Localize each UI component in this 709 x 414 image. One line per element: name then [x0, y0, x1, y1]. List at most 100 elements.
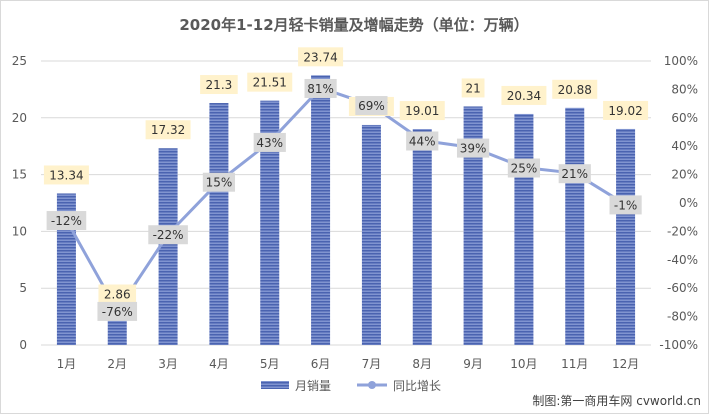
left-tick-label: 20	[12, 111, 27, 125]
right-tick-label: -20%	[667, 224, 698, 238]
bar-value-label: 19.01	[405, 104, 439, 118]
bar	[311, 75, 331, 345]
bar-value-label: 19.02	[608, 104, 642, 118]
right-tick-label: 40%	[671, 139, 698, 153]
line-value-label: 21%	[561, 167, 588, 181]
right-tick-label: 0%	[679, 196, 698, 210]
x-tick-label: 6月	[311, 357, 331, 371]
line-value-label: 69%	[358, 99, 385, 113]
bar-value-label: 21	[465, 81, 480, 95]
bar-value-label: 13.34	[49, 168, 83, 182]
right-tick-label: -40%	[667, 253, 698, 267]
line-value-label: -12%	[51, 214, 82, 228]
bar-value-labels: 13.342.8617.3221.321.5123.7419.3719.0121…	[43, 47, 649, 304]
legend-line-marker	[368, 381, 376, 389]
x-tick-label: 4月	[209, 357, 229, 371]
x-tick-label: 12月	[612, 357, 639, 371]
left-tick-label: 0	[19, 338, 27, 352]
line-label-box	[97, 301, 138, 321]
line-label-box	[558, 164, 591, 184]
line-value-label: 43%	[256, 136, 283, 150]
bar-label-box	[399, 101, 445, 121]
right-tick-label: -80%	[667, 310, 698, 324]
legend-bar-swatch	[261, 381, 289, 389]
bar-label-box	[501, 85, 547, 105]
line-series	[62, 83, 630, 315]
line-label-box	[456, 138, 490, 158]
right-tick-label: -100%	[659, 338, 698, 352]
right-tick-label: 100%	[664, 54, 698, 68]
line-value-label: 25%	[511, 162, 538, 176]
line-label-box	[253, 132, 286, 152]
bar-label-box	[145, 120, 191, 140]
bar	[514, 113, 534, 346]
bar-label-box	[247, 72, 293, 92]
line-value-label: 39%	[460, 142, 487, 156]
line-label-box	[609, 195, 642, 215]
bar	[565, 107, 585, 346]
bar-label-box	[461, 78, 485, 98]
legend: 月销量 同比增长	[261, 379, 441, 393]
bar-series	[56, 75, 636, 346]
x-tick-label: 11月	[561, 357, 588, 371]
bar-label-box	[552, 79, 598, 99]
x-axis: 1月 2月 3月 4月 5月 6月 7月 8月 9月 10月 11月 12月	[57, 357, 640, 371]
x-tick-label: 1月	[57, 357, 77, 371]
chart-title: 2020年1-12月轻卡销量及增幅走势（单位：万辆）	[179, 16, 528, 34]
legend-line-label: 同比增长	[393, 379, 441, 393]
x-tick-label: 5月	[260, 357, 280, 371]
bar	[463, 106, 483, 345]
left-tick-label: 15	[12, 168, 27, 182]
bar-value-label: 2.86	[104, 288, 131, 302]
bar-label-box	[200, 75, 238, 95]
bar-value-label: 20.34	[507, 89, 541, 103]
left-tick-label: 10	[12, 224, 27, 238]
line-label-box	[304, 78, 337, 98]
line-value-label: 81%	[307, 82, 334, 96]
bar-value-label: 23.74	[303, 50, 337, 64]
line-label-box	[46, 211, 87, 231]
bar	[209, 103, 229, 345]
right-tick-label: 20%	[671, 168, 698, 182]
gridlines	[41, 60, 651, 346]
bar	[158, 148, 178, 345]
bar	[260, 100, 280, 346]
bar-value-label: 17.32	[151, 123, 185, 137]
line-label-box	[202, 172, 236, 192]
bar	[616, 128, 636, 345]
credit-text: 制图:第一商用车网 cvworld.cn	[532, 393, 701, 408]
right-tick-label: 60%	[671, 111, 698, 125]
left-tick-label: 5	[19, 281, 27, 295]
line-value-label: -76%	[102, 305, 133, 319]
line-label-box	[148, 225, 188, 245]
x-tick-label: 9月	[463, 357, 483, 371]
bar-value-label: 20.88	[558, 83, 592, 97]
left-axis: 0 5 10 15 20 25	[12, 54, 27, 352]
bar	[361, 124, 381, 345]
line-label-box	[507, 158, 541, 178]
x-tick-label: 10月	[510, 357, 537, 371]
right-axis: -100% -80% -60% -40% -20% 0% 20% 40% 60% 80% 100%	[659, 54, 698, 352]
line-label-box	[355, 96, 388, 116]
line-label-box	[406, 131, 439, 151]
x-tick-label: 3月	[158, 357, 178, 371]
bar-label-box	[43, 165, 89, 185]
bar-value-label: 21.3	[206, 78, 233, 92]
right-tick-label: -60%	[667, 281, 698, 295]
x-tick-label: 8月	[412, 357, 432, 371]
bar-label-box	[298, 47, 344, 67]
bar-label-box	[603, 100, 649, 120]
right-tick-label: 80%	[671, 82, 698, 96]
line-value-label: 44%	[409, 135, 436, 149]
bar-label-box	[98, 284, 137, 304]
left-tick-label: 25	[12, 54, 27, 68]
x-tick-label: 7月	[362, 357, 382, 371]
legend-bar-label: 月销量	[295, 379, 331, 393]
line-value-label: 15%	[206, 176, 233, 190]
bar-value-label: 21.51	[253, 76, 287, 90]
line-value-label: -1%	[614, 198, 637, 212]
line-value-label: -22%	[153, 228, 184, 242]
bar	[412, 129, 432, 345]
